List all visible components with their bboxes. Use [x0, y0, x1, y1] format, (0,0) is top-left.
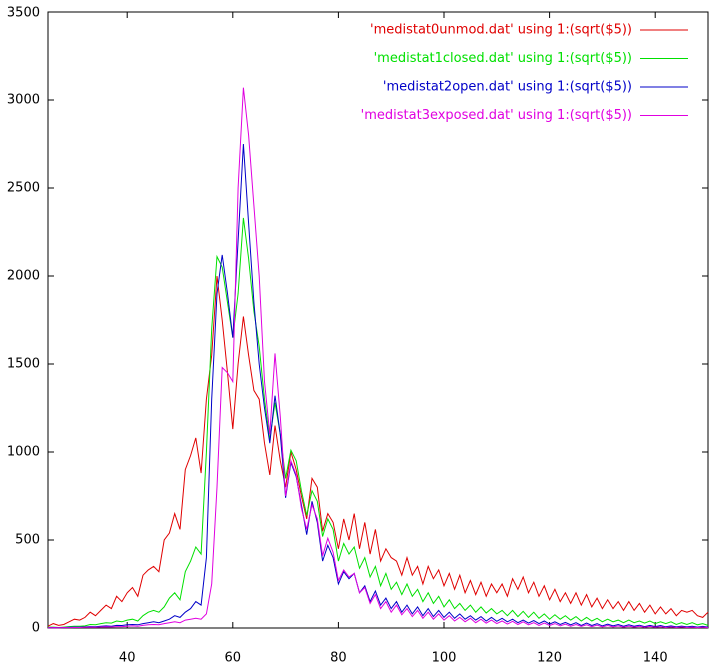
y-tick-label: 2000: [7, 269, 40, 284]
x-tick-label: 140: [643, 651, 668, 666]
x-tick-label: 60: [225, 651, 242, 666]
x-tick-label: 80: [330, 651, 347, 666]
series-line: [47, 87, 709, 629]
legend-label: 'medistat2open.dat' using 1:(sqrt($5)): [383, 80, 632, 95]
plot-border: [47, 11, 709, 629]
legend-label: 'medistat0unmod.dat' using 1:(sqrt($5)): [370, 23, 632, 38]
series-line: [48, 217, 709, 629]
x-tick-label: 40: [119, 651, 136, 666]
y-tick-label: 1500: [7, 357, 40, 372]
x-tick-label: 100: [432, 651, 457, 666]
y-tick-label: 0: [32, 621, 40, 636]
y-tick-label: 500: [15, 533, 40, 548]
y-tick-label: 3000: [7, 93, 40, 108]
y-tick-label: 3500: [7, 6, 40, 21]
y-tick-label: 2500: [7, 181, 40, 196]
y-tick-label: 1000: [7, 445, 40, 460]
legend-label: 'medistat3exposed.dat' using 1:(sqrt($5)…: [361, 108, 632, 123]
series-line: [47, 143, 709, 629]
x-tick-label: 120: [537, 651, 562, 666]
legend-label: 'medistat1closed.dat' using 1:(sqrt($5)): [374, 51, 632, 66]
series-line: [47, 275, 709, 627]
